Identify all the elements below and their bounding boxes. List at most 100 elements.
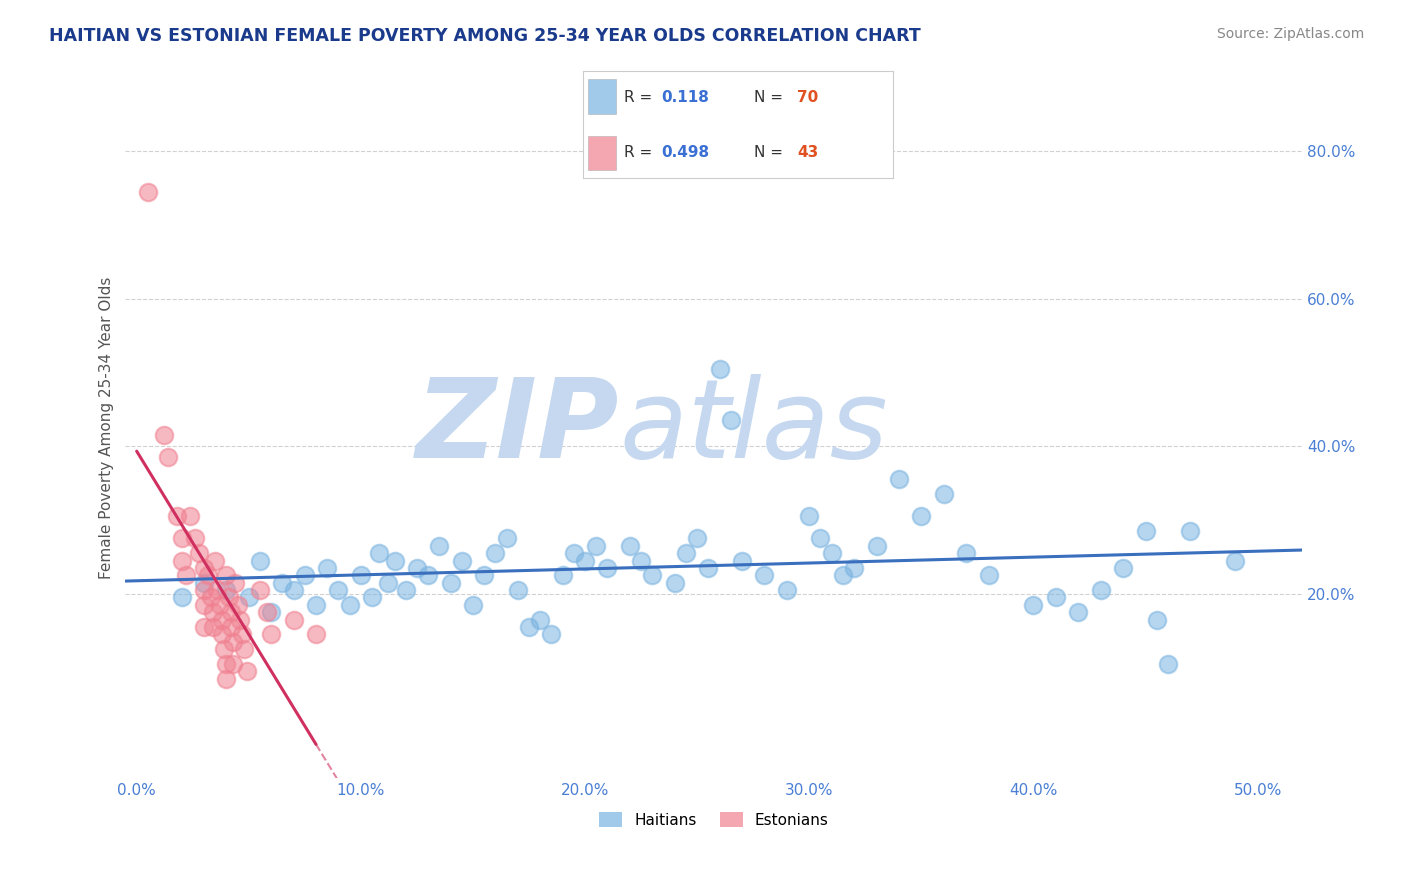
Point bbox=[152, 428, 174, 442]
Point bbox=[215, 657, 238, 671]
Point bbox=[406, 561, 429, 575]
Point bbox=[193, 598, 215, 612]
Point bbox=[697, 561, 720, 575]
Point bbox=[384, 553, 406, 567]
Point bbox=[955, 546, 977, 560]
Point bbox=[686, 532, 709, 546]
Text: R =: R = bbox=[624, 145, 657, 161]
Point bbox=[233, 642, 256, 657]
Text: HAITIAN VS ESTONIAN FEMALE POVERTY AMONG 25-34 YEAR OLDS CORRELATION CHART: HAITIAN VS ESTONIAN FEMALE POVERTY AMONG… bbox=[49, 27, 921, 45]
Point bbox=[418, 568, 440, 582]
Point bbox=[720, 413, 742, 427]
Point bbox=[709, 361, 731, 376]
Point bbox=[215, 672, 238, 686]
Point bbox=[224, 575, 246, 590]
Point bbox=[218, 591, 240, 605]
Point bbox=[339, 598, 361, 612]
Point bbox=[170, 591, 193, 605]
Point bbox=[188, 546, 211, 560]
Point bbox=[799, 509, 821, 524]
Point bbox=[810, 532, 832, 546]
Point bbox=[305, 627, 328, 641]
Point bbox=[731, 553, 754, 567]
Point bbox=[461, 598, 484, 612]
Point bbox=[641, 568, 664, 582]
Point bbox=[170, 553, 193, 567]
Point bbox=[260, 627, 283, 641]
Point bbox=[675, 546, 697, 560]
Point bbox=[439, 575, 461, 590]
Point bbox=[316, 561, 339, 575]
Point bbox=[596, 561, 619, 575]
Point bbox=[585, 539, 607, 553]
Point bbox=[184, 532, 207, 546]
Point bbox=[170, 532, 193, 546]
Point bbox=[540, 627, 562, 641]
Point bbox=[219, 605, 242, 619]
Point bbox=[226, 598, 249, 612]
Point bbox=[260, 605, 283, 619]
Point bbox=[204, 553, 226, 567]
Point bbox=[238, 591, 260, 605]
Point bbox=[174, 568, 197, 582]
Point bbox=[910, 509, 932, 524]
Point bbox=[367, 546, 389, 560]
Point bbox=[283, 613, 305, 627]
Point bbox=[1180, 524, 1202, 538]
Point bbox=[249, 553, 271, 567]
Text: N =: N = bbox=[754, 145, 787, 161]
FancyBboxPatch shape bbox=[588, 136, 616, 170]
Point bbox=[193, 620, 215, 634]
Point bbox=[212, 642, 235, 657]
Point bbox=[197, 568, 219, 582]
Point bbox=[256, 605, 278, 619]
Point bbox=[977, 568, 1000, 582]
Point bbox=[821, 546, 844, 560]
Point bbox=[157, 450, 180, 465]
Point bbox=[200, 591, 222, 605]
Point bbox=[776, 583, 799, 598]
Point bbox=[166, 509, 188, 524]
Point bbox=[193, 583, 215, 598]
Point bbox=[222, 634, 245, 648]
Point bbox=[211, 613, 233, 627]
Text: N =: N = bbox=[754, 89, 787, 104]
Point bbox=[222, 657, 245, 671]
Point bbox=[842, 561, 865, 575]
Text: 70: 70 bbox=[797, 89, 818, 104]
Point bbox=[506, 583, 529, 598]
Point bbox=[136, 185, 159, 199]
Point bbox=[450, 553, 472, 567]
Point bbox=[1146, 613, 1168, 627]
Point bbox=[207, 583, 229, 598]
Point bbox=[630, 553, 652, 567]
Point bbox=[1112, 561, 1135, 575]
Point bbox=[1225, 553, 1247, 567]
Point bbox=[219, 620, 242, 634]
Point bbox=[887, 473, 910, 487]
Point bbox=[328, 583, 350, 598]
Point bbox=[551, 568, 574, 582]
Point bbox=[179, 509, 201, 524]
Point bbox=[377, 575, 399, 590]
Point bbox=[865, 539, 887, 553]
Y-axis label: Female Poverty Among 25-34 Year Olds: Female Poverty Among 25-34 Year Olds bbox=[100, 277, 114, 579]
Point bbox=[215, 583, 238, 598]
Point bbox=[215, 568, 238, 582]
Point bbox=[1067, 605, 1090, 619]
Point bbox=[201, 620, 224, 634]
Point bbox=[231, 627, 253, 641]
Point bbox=[484, 546, 506, 560]
Point bbox=[305, 598, 328, 612]
Legend: Haitians, Estonians: Haitians, Estonians bbox=[593, 805, 835, 834]
Point bbox=[754, 568, 776, 582]
Point bbox=[211, 627, 233, 641]
Point bbox=[193, 575, 215, 590]
Text: Source: ZipAtlas.com: Source: ZipAtlas.com bbox=[1216, 27, 1364, 41]
Point bbox=[472, 568, 495, 582]
Text: R =: R = bbox=[624, 89, 657, 104]
Point bbox=[235, 665, 257, 679]
Point bbox=[619, 539, 641, 553]
Point bbox=[395, 583, 418, 598]
Point bbox=[201, 605, 224, 619]
